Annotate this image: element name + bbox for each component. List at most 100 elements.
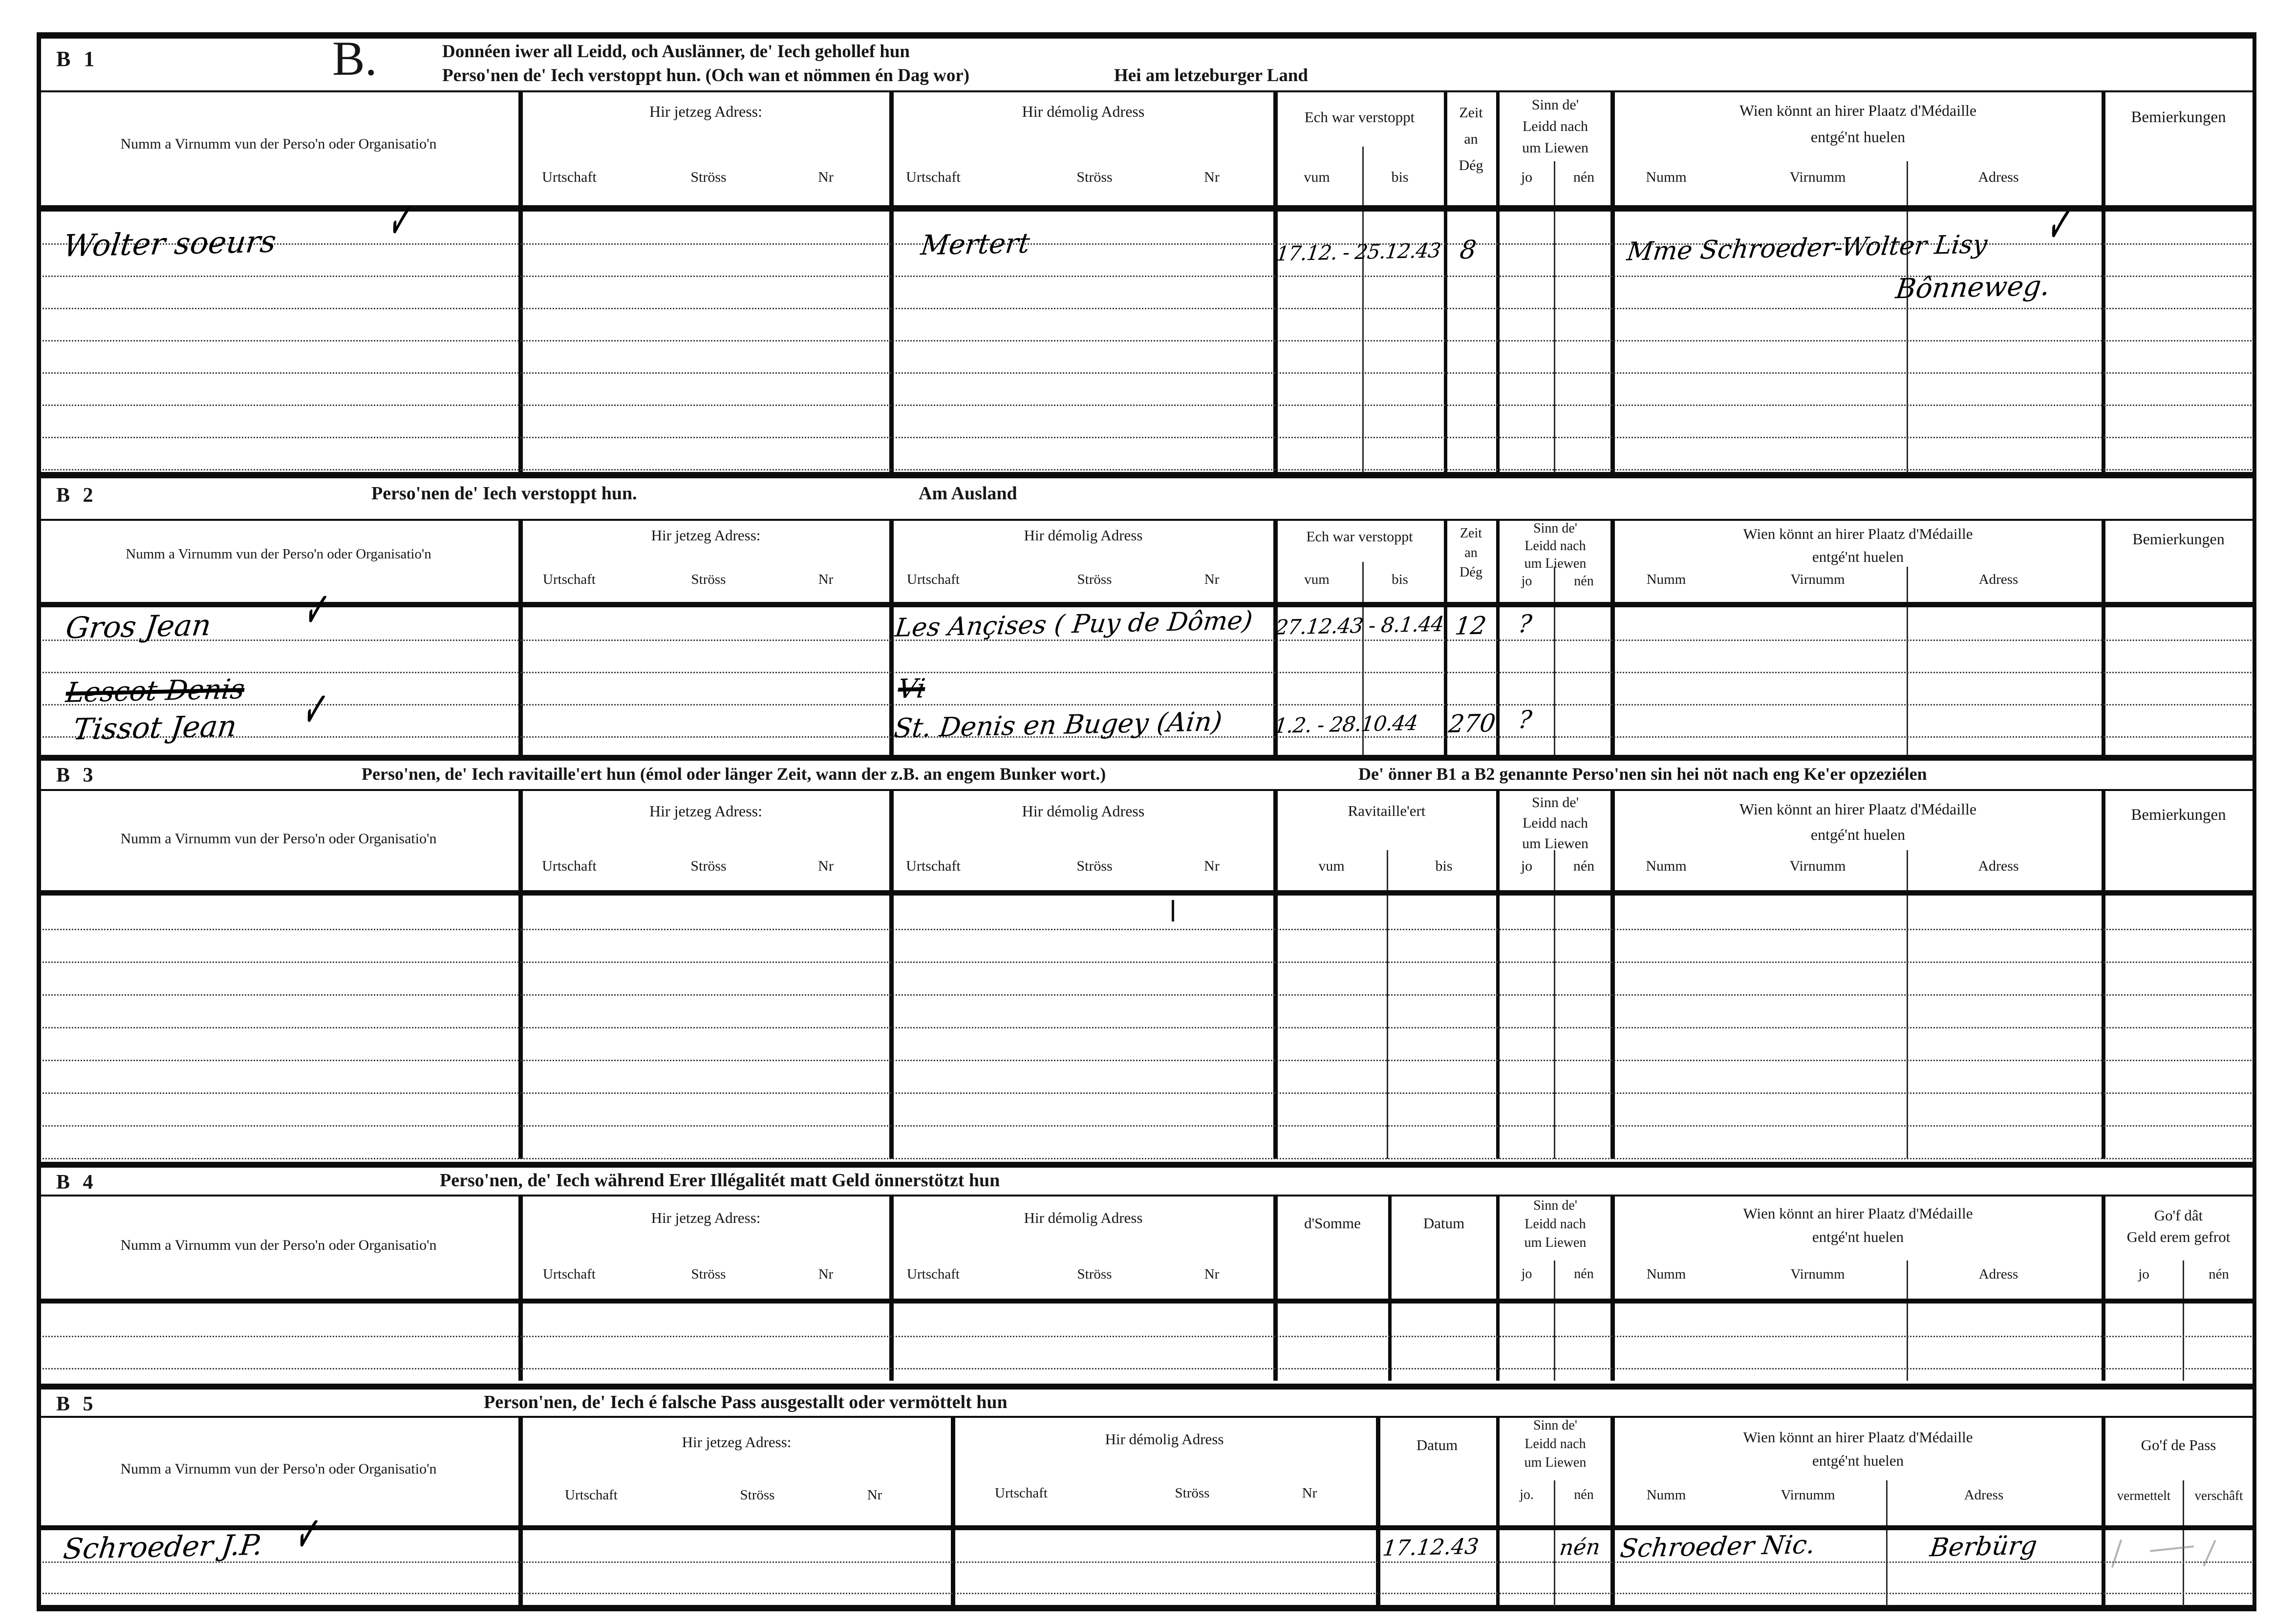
subcol-jo: jo <box>1521 574 1532 589</box>
subcol-nr: Nr <box>818 169 834 185</box>
handwritten-days: 12 <box>1453 611 1488 641</box>
col-header-zeit: an <box>1464 131 1478 147</box>
dotted-guide-line <box>43 1125 2252 1127</box>
subcol-vum: vum <box>1304 572 1330 587</box>
table-rule <box>37 472 2256 478</box>
dotted-guide-line <box>43 308 2252 309</box>
subcol-numm: Numm <box>1646 572 1686 587</box>
dotted-guide-line <box>43 704 2252 705</box>
table-rule <box>1362 147 1364 472</box>
table-rule <box>889 791 894 1159</box>
table-rule <box>37 789 2256 791</box>
col-header-demolig-adress: Hir démolig Adress <box>1024 527 1143 544</box>
col-header-name: Numm a Virnumm vun der Perso'n oder Orga… <box>120 136 437 152</box>
col-header-gof-geld: Go'f dât <box>2154 1207 2203 1224</box>
dotted-guide-line <box>43 672 2252 673</box>
subcol-vermettelt: vermettelt <box>2117 1488 2171 1503</box>
subcol-jo: jo <box>2138 1266 2149 1282</box>
subcol-nr: Nr <box>818 858 834 874</box>
subcol-nen: nén <box>1574 574 1594 589</box>
dotted-guide-line <box>43 243 2252 245</box>
section-label: B 4 <box>56 1171 97 1194</box>
section-subtitle: Am Ausland <box>919 483 1017 504</box>
subcol-numm: Numm <box>1646 1266 1686 1282</box>
handwritten-name: Schroeder J.P. <box>61 1528 265 1566</box>
b2-data-area <box>41 607 2254 754</box>
table-rule <box>2102 92 2105 472</box>
section-title-line1: Donnéen iwer all Leidd, och Auslänner, d… <box>442 42 910 62</box>
table-rule <box>37 1416 2256 1418</box>
table-rule <box>1496 520 1500 755</box>
dotted-guide-line <box>43 640 2252 641</box>
col-header-bemierkungen: Bemierkungen <box>2131 806 2226 824</box>
section-label: B 2 <box>56 484 97 507</box>
dotted-guide-line <box>43 1561 2252 1563</box>
dotted-guide-line <box>43 437 2252 438</box>
subcol-jo: jo <box>1521 169 1533 185</box>
table-rule <box>518 791 523 1159</box>
section-title: Perso'nen, de' Iech ravitaille'ert hun (… <box>362 764 1106 784</box>
subcol-nr: Nr <box>818 572 834 587</box>
table-rule <box>37 890 2256 896</box>
handwritten-datum: 17.12.43 <box>1381 1534 1480 1561</box>
col-header-zeit: Zeit <box>1459 526 1482 541</box>
table-rule <box>1907 161 1908 472</box>
section-title: Perso'nen, de' Iech während Erer Illégal… <box>440 1170 1000 1191</box>
subcol-adress: Adress <box>1978 1266 2018 1282</box>
table-rule <box>1610 520 1615 755</box>
col-header-zeit: Dég <box>1459 565 1482 580</box>
handwritten-demolig-urtschaft: Mertert <box>919 227 1032 262</box>
col-header-wien-medaille: entgé'nt huelen <box>1810 826 1906 843</box>
table-rule <box>889 92 894 472</box>
table-rule <box>518 92 523 472</box>
subcol-stross: Ströss <box>1076 858 1113 874</box>
subcol-jo: jo. <box>1520 1487 1534 1502</box>
subcol-jo: jo <box>1521 1266 1532 1282</box>
col-header-sinn: Sinn de' <box>1533 1418 1577 1433</box>
subcol-stross: Ströss <box>691 572 726 587</box>
subcol-virnumm: Virnumm <box>1789 169 1846 185</box>
table-rule <box>1496 791 1500 1159</box>
col-header-wien-medaille: entgé'nt huelen <box>1812 1228 1904 1245</box>
subcol-adress: Adress <box>1964 1487 2004 1503</box>
subcol-adress: Adress <box>1978 169 2019 185</box>
subcol-virnumm: Virnumm <box>1790 1266 1845 1282</box>
table-rule <box>518 1196 523 1381</box>
table-rule <box>1907 850 1908 1159</box>
table-rule <box>1273 791 1278 1159</box>
subcol-urtschaft: Urtschaft <box>542 169 597 185</box>
col-header-name: Numm a Virnumm vun der Perso'n oder Orga… <box>120 831 437 847</box>
table-rule <box>1907 1261 1908 1381</box>
col-header-zeit: Zeit <box>1459 105 1483 121</box>
table-rule <box>1610 92 1615 472</box>
subcol-stross: Ströss <box>690 169 727 185</box>
col-header-wien-medaille: Wien könnt an hirer Plaatz d'Médaille <box>1743 1205 1973 1222</box>
table-rule <box>1610 1417 1615 1606</box>
table-rule <box>1444 520 1447 755</box>
handwritten-name: Wolter soeurs <box>61 223 279 264</box>
col-header-verstoppt: Ech war verstoppt <box>1306 529 1413 545</box>
col-header-jetzeg-adress: Hir jetzeg Adress: <box>651 527 761 544</box>
col-header-name: Numm a Virnumm vun der Perso'n oder Orga… <box>126 546 431 562</box>
col-header-gof-pass: Go'f de Pass <box>2141 1436 2216 1453</box>
table-rule <box>1886 1480 1888 1606</box>
table-rule <box>1388 1196 1392 1381</box>
table-rule <box>2253 32 2256 1611</box>
table-rule <box>37 1162 2256 1168</box>
subcol-stross: Ströss <box>740 1487 775 1503</box>
table-rule <box>1362 562 1364 755</box>
col-header-bemierkungen: Bemierkungen <box>2132 530 2225 548</box>
subcol-numm: Numm <box>1646 1487 1686 1503</box>
handwritten-medal-numm: Schroeder Nic. <box>1618 1530 1817 1564</box>
table-rule <box>1554 850 1555 1159</box>
section-label: B 5 <box>56 1393 97 1415</box>
subcol-nen: nén <box>1574 1266 1594 1282</box>
col-header-sinn: Sinn de' <box>1531 97 1579 113</box>
subcol-stross: Ströss <box>1076 169 1113 185</box>
b3-data-area <box>41 896 2254 1161</box>
dotted-guide-line <box>43 929 2252 930</box>
col-header-wien-medaille: entgé'nt huelen <box>1812 1452 1904 1469</box>
table-rule <box>2102 1196 2105 1381</box>
table-rule <box>1610 1196 1615 1381</box>
col-header-wien-medaille: entgé'nt huelen <box>1810 128 1906 146</box>
